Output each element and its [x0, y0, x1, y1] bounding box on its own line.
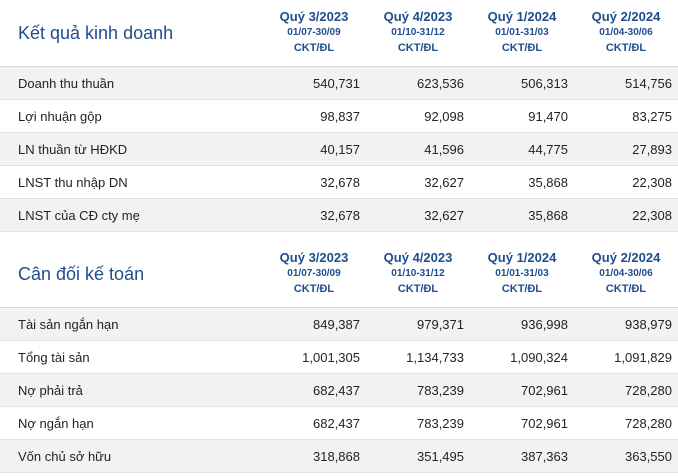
column-header-q1-2024[interactable]: Quý 1/2024 01/01-31/03 CKT/ĐL — [487, 9, 557, 54]
table-cell: 1,001,305 — [302, 349, 360, 365]
column-header-q2-2024[interactable]: Quý 2/2024 01/04-30/06 CKT/ĐL — [591, 250, 661, 295]
table-row: Lợi nhuận gộp 98,837 92,098 91,470 83,27… — [0, 100, 678, 133]
table-cell: 682,437 — [313, 382, 360, 398]
table-row: Nợ ngắn hạn 682,437 783,239 702,961 728,… — [0, 407, 678, 440]
business-results-title: Kết quả kinh doanh — [18, 22, 174, 43]
row-label: Vốn chủ sở hữu — [18, 448, 112, 464]
row-label: Nợ ngắn hạn — [18, 415, 94, 431]
table-cell: 92,098 — [424, 108, 464, 124]
table-row: Doanh thu thuần 540,731 623,536 506,313 … — [0, 67, 678, 100]
table-cell: 514,756 — [625, 75, 672, 91]
table-cell: 32,678 — [320, 207, 360, 223]
table-cell: 98,837 — [320, 108, 360, 124]
table-cell: 682,437 — [313, 415, 360, 431]
business-results-header: Kết quả kinh doanh Quý 3/2023 01/07-30/0… — [0, 0, 678, 67]
table-cell: 849,387 — [313, 316, 360, 332]
row-label: LNST thu nhập DN — [18, 174, 128, 190]
table-cell: 540,731 — [313, 75, 360, 91]
table-cell: 32,678 — [320, 174, 360, 190]
table-row: Nợ phải trả 682,437 783,239 702,961 728,… — [0, 374, 678, 407]
table-cell: 44,775 — [528, 141, 568, 157]
column-header-q4-2023[interactable]: Quý 4/2023 01/10-31/12 CKT/ĐL — [383, 9, 453, 54]
table-cell: 1,090,324 — [510, 349, 568, 365]
row-label: LN thuần từ HĐKD — [18, 141, 128, 157]
table-cell: 318,868 — [313, 448, 360, 464]
table-cell: 351,495 — [417, 448, 464, 464]
table-cell: 32,627 — [424, 174, 464, 190]
row-label: Tài sản ngắn hạn — [18, 316, 119, 332]
row-label: Doanh thu thuần — [18, 75, 115, 91]
table-cell: 728,280 — [625, 382, 672, 398]
table-cell: 623,536 — [417, 75, 464, 91]
table-row: Vốn chủ sở hữu 318,868 351,495 387,363 3… — [0, 440, 678, 473]
row-label: LNST của CĐ cty mẹ — [18, 207, 140, 223]
row-label: Tổng tài sản — [18, 349, 90, 365]
column-header-q1-2024[interactable]: Quý 1/2024 01/01-31/03 CKT/ĐL — [487, 250, 557, 295]
table-cell: 783,239 — [417, 382, 464, 398]
table-cell: 506,313 — [521, 75, 568, 91]
table-cell: 1,134,733 — [406, 349, 464, 365]
business-results-table: Kết quả kinh doanh Quý 3/2023 01/07-30/0… — [0, 0, 678, 232]
table-cell: 783,239 — [417, 415, 464, 431]
table-cell: 1,091,829 — [614, 349, 672, 365]
table-cell: 702,961 — [521, 415, 568, 431]
table-cell: 387,363 — [521, 448, 568, 464]
table-cell: 35,868 — [528, 174, 568, 190]
column-header-q3-2023[interactable]: Quý 3/2023 01/07-30/09 CKT/ĐL — [279, 250, 349, 295]
table-cell: 363,550 — [625, 448, 672, 464]
balance-sheet-header: Cân đối kế toán Quý 3/2023 01/07-30/09 C… — [0, 241, 678, 308]
table-cell: 83,275 — [632, 108, 672, 124]
table-cell: 40,157 — [320, 141, 360, 157]
row-label: Lợi nhuận gộp — [18, 108, 102, 124]
column-header-q4-2023[interactable]: Quý 4/2023 01/10-31/12 CKT/ĐL — [383, 250, 453, 295]
table-row: LNST của CĐ cty mẹ 32,678 32,627 35,868 … — [0, 199, 678, 232]
column-header-q3-2023[interactable]: Quý 3/2023 01/07-30/09 CKT/ĐL — [279, 9, 349, 54]
column-header-q2-2024[interactable]: Quý 2/2024 01/04-30/06 CKT/ĐL — [591, 9, 661, 54]
table-cell: 938,979 — [625, 316, 672, 332]
balance-sheet-title: Cân đối kế toán — [18, 263, 145, 284]
table-row: LNST thu nhập DN 32,678 32,627 35,868 22… — [0, 166, 678, 199]
table-cell: 41,596 — [424, 141, 464, 157]
table-row: LN thuần từ HĐKD 40,157 41,596 44,775 27… — [0, 133, 678, 166]
table-cell: 979,371 — [417, 316, 464, 332]
table-row: Tài sản ngắn hạn 849,387 979,371 936,998… — [0, 308, 678, 341]
table-cell: 22,308 — [632, 174, 672, 190]
table-cell: 27,893 — [632, 141, 672, 157]
table-cell: 936,998 — [521, 316, 568, 332]
table-row: Tổng tài sản 1,001,305 1,134,733 1,090,3… — [0, 341, 678, 374]
table-cell: 35,868 — [528, 207, 568, 223]
table-cell: 728,280 — [625, 415, 672, 431]
balance-sheet-table: Cân đối kế toán Quý 3/2023 01/07-30/09 C… — [0, 241, 678, 473]
row-label: Nợ phải trả — [18, 382, 83, 398]
table-cell: 91,470 — [528, 108, 568, 124]
table-cell: 702,961 — [521, 382, 568, 398]
table-cell: 22,308 — [632, 207, 672, 223]
table-cell: 32,627 — [424, 207, 464, 223]
